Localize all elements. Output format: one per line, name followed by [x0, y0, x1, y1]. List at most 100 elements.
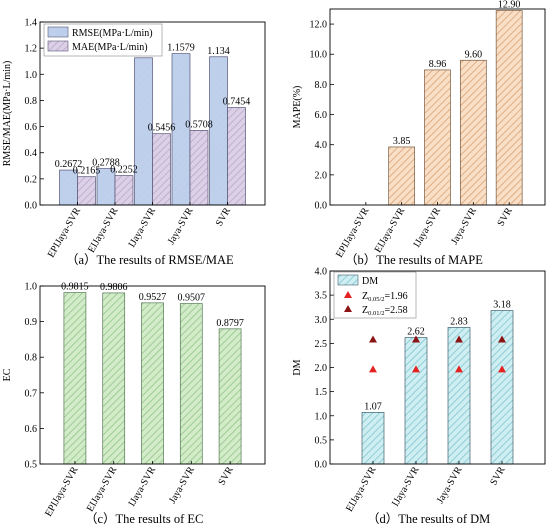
bar-b-0-1 [388, 146, 416, 206]
y-tick-label-b-1: 2.0 [315, 170, 328, 181]
legend-label-a-0: RMSE(MPa·L/min) [72, 28, 153, 39]
y-tick-label-c-5: 1.0 [25, 282, 38, 293]
data-label-a-1-4: 0.7454 [223, 97, 251, 108]
data-label-b-0-2: 8.96 [429, 59, 447, 70]
data-label-d-0-3: 3.18 [493, 300, 511, 311]
marker-d-1-2 [455, 335, 463, 343]
x-tick-label-b-4: SVR [496, 206, 515, 229]
y-tick-label-d-0: 0.0 [315, 460, 328, 471]
data-label-b-0-3: 9.60 [465, 49, 483, 60]
x-tick-label-b-3: Jaya-SVR [449, 206, 479, 247]
data-label-d-0-0: 1.07 [364, 401, 382, 412]
y-tick-label-b-3: 6.0 [315, 110, 328, 121]
y-tick-label-a-5: 1.0 [25, 70, 38, 81]
x-tick-label-b-1: EIJaya-SVR [373, 206, 408, 255]
x-tick-label-c-4: SVR [216, 465, 235, 488]
x-tick-label-a-4: SVR [214, 206, 233, 229]
y-tick-label-c-3: 0.8 [25, 353, 38, 364]
legend-swatch-a-0 [47, 26, 69, 38]
data-label-a-0-3: 1.1579 [167, 43, 195, 54]
y-tick-label-a-0: 0.0 [25, 201, 38, 212]
x-tick-label-c-0: EPIJaya-SVR [43, 465, 80, 519]
marker-d-0-3 [498, 365, 506, 373]
x-tick-label-d-1: IJaya-SVR [390, 465, 422, 509]
bar-a-1-2 [152, 133, 171, 206]
y-tick-label-a-6: 1.2 [25, 44, 38, 55]
marker-d-1-0 [369, 335, 377, 343]
data-label-d-0-1: 2.62 [407, 327, 425, 338]
bar-a-1-4 [227, 107, 246, 206]
data-label-a-1-3: 0.5708 [185, 119, 213, 130]
legend-swatch-a-1 [47, 40, 69, 52]
legend-marker-d-0 [344, 291, 352, 298]
y-axis-label-a: RMSE/MAE(MPa·L/min) [2, 61, 13, 167]
x-tick-label-b-2: IJaya-SVR [412, 206, 444, 250]
bar-b-0-4 [495, 10, 523, 206]
caption-a: （a）The results of RMSE/MAE [66, 253, 234, 267]
bar-a-1-0 [77, 176, 96, 206]
y-tick-label-c-1: 0.6 [25, 424, 38, 435]
y-tick-label-c-2: 0.7 [25, 388, 38, 399]
x-tick-label-c-2: IJaya-SVR [127, 465, 159, 509]
caption-b: （b）The results of MAPE [345, 253, 483, 267]
y-tick-label-d-5: 2.5 [315, 339, 328, 350]
data-label-b-0-4: 12.90 [498, 0, 521, 11]
y-axis-label-b: MAPE(%) [292, 86, 303, 129]
y-axis-label-d: DM [292, 359, 303, 375]
legend-label-a-1: MAE(MPa·L/min) [72, 42, 148, 53]
data-label-c-0-1: 0.9806 [100, 282, 128, 293]
y-tick-label-b-2: 4.0 [315, 140, 328, 151]
data-label-a-0-1: 0.2788 [92, 158, 120, 169]
x-tick-label-a-1: EIJaya-SVR [86, 206, 121, 255]
x-tick-label-d-3: SVR [488, 465, 507, 488]
chart-d: 1.07 2.62 2.83 3.18 0.0 0.5 1.0 1.5 2.0 2.5 3.0 3.5… [292, 267, 546, 514]
bar-c-0-4 [218, 328, 242, 465]
data-label-a-0-0: 0.2672 [55, 159, 83, 170]
bar-c-0-3 [179, 303, 203, 465]
data-label-c-0-3: 0.9507 [178, 293, 206, 304]
bar-a-0-4 [209, 56, 228, 206]
legend-swatch-d-0 [337, 274, 359, 286]
data-label-d-0-2: 2.83 [450, 316, 468, 327]
caption-c: （c）The results of EC [85, 512, 204, 526]
data-label-a-1-1: 0.2252 [110, 165, 138, 176]
bar-c-0-1 [102, 292, 126, 465]
x-tick-label-a-2: IJaya-SVR [127, 206, 159, 250]
x-tick-label-c-3: Jaya-SVR [167, 465, 197, 506]
y-tick-label-b-4: 8.0 [315, 80, 328, 91]
marker-d-1-1 [412, 335, 420, 343]
y-tick-label-d-4: 2.0 [315, 363, 328, 374]
marker-d-1-3 [498, 335, 506, 343]
bar-b-0-2 [424, 69, 451, 206]
chart-a: 0.26720.27881.12621.15791.1340.21650.225… [2, 18, 266, 260]
y-tick-label-d-3: 1.5 [315, 387, 328, 398]
y-tick-label-a-4: 0.8 [25, 96, 38, 107]
legend-label-d-m1: Z0.01/2=2.58 [362, 305, 408, 317]
y-tick-label-a-7: 1.4 [25, 18, 38, 29]
marker-d-0-1 [412, 365, 420, 373]
y-tick-label-d-7: 3.5 [315, 291, 328, 302]
bar-c-0-2 [141, 302, 164, 465]
data-label-c-0-4: 0.8797 [216, 318, 244, 329]
bar-d-0-3 [490, 310, 514, 465]
bar-d-0-1 [404, 337, 428, 465]
bar-d-0-2 [447, 327, 471, 465]
y-tick-label-b-5: 10.0 [310, 50, 328, 61]
data-label-c-0-0: 0.9815 [61, 282, 89, 293]
chart-c: 0.9815 0.9806 0.9527 0.9507 0.8797 0.5 0.6 0.7 0… [2, 282, 266, 519]
y-tick-label-d-1: 0.5 [315, 435, 328, 446]
bar-b-0-3 [459, 59, 487, 206]
x-tick-label-d-0: EIJaya-SVR [344, 465, 379, 514]
y-tick-label-b-6: 12.0 [310, 20, 328, 31]
marker-d-0-2 [455, 365, 463, 373]
y-tick-label-a-2: 0.4 [25, 148, 38, 159]
x-tick-label-a-3: Jaya-SVR [166, 206, 196, 247]
data-label-a-0-4: 1.134 [207, 46, 230, 57]
y-tick-label-b-0: 0.0 [315, 201, 328, 212]
caption-d: （d）The results of DM [367, 512, 491, 526]
y-tick-label-a-1: 0.2 [25, 174, 38, 185]
x-tick-label-c-1: EIJaya-SVR [85, 465, 120, 514]
x-tick-label-d-2: Jaya-SVR [435, 465, 465, 506]
y-tick-label-c-4: 0.9 [25, 317, 38, 328]
